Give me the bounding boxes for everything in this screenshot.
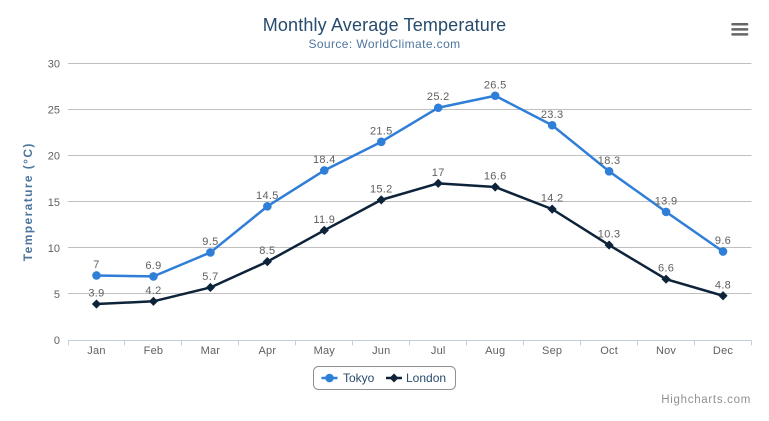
svg-text:9.5: 9.5 [202,236,218,248]
svg-text:18.3: 18.3 [598,155,621,167]
svg-text:Jul: Jul [431,345,446,357]
svg-text:Nov: Nov [656,345,676,357]
svg-text:5.7: 5.7 [202,271,218,283]
svg-text:23.3: 23.3 [541,109,564,121]
svg-text:25: 25 [48,105,60,117]
svg-text:18.4: 18.4 [313,154,336,166]
svg-text:15: 15 [48,197,60,209]
svg-text:11.9: 11.9 [313,214,335,226]
svg-text:20: 20 [48,151,60,163]
svg-text:Tokyo: Tokyo [343,371,375,385]
svg-text:17: 17 [432,167,445,179]
svg-text:13.9: 13.9 [655,195,678,207]
svg-text:Mar: Mar [201,345,221,357]
svg-text:Sep: Sep [542,345,562,357]
svg-text:Jan: Jan [87,345,105,357]
svg-text:London: London [406,371,446,385]
svg-text:25.2: 25.2 [427,91,450,103]
svg-text:16.6: 16.6 [484,171,507,183]
svg-text:Jun: Jun [372,345,390,357]
svg-text:10: 10 [48,243,60,255]
svg-text:Highcharts.com: Highcharts.com [661,394,751,406]
svg-text:14.5: 14.5 [256,190,279,202]
svg-text:Monthly Average Temperature: Monthly Average Temperature [263,15,507,35]
svg-text:7: 7 [93,259,99,271]
svg-text:Source: WorldClimate.com: Source: WorldClimate.com [308,37,460,51]
svg-text:4.8: 4.8 [715,279,731,291]
svg-text:14.2: 14.2 [541,193,564,205]
svg-text:Oct: Oct [600,345,618,357]
svg-text:Feb: Feb [144,345,164,357]
svg-text:3.9: 3.9 [88,288,104,300]
svg-text:26.5: 26.5 [484,79,507,91]
svg-text:30: 30 [48,59,60,71]
svg-text:9.6: 9.6 [715,235,731,247]
svg-text:6.6: 6.6 [658,263,674,275]
svg-text:8.5: 8.5 [259,245,275,257]
svg-text:15.2: 15.2 [370,183,393,195]
svg-text:21.5: 21.5 [370,125,393,137]
svg-text:Apr: Apr [258,345,276,357]
svg-text:6.9: 6.9 [145,260,161,272]
svg-text:Aug: Aug [485,345,505,357]
svg-text:Dec: Dec [713,345,733,357]
svg-text:0: 0 [54,335,60,347]
svg-text:4.2: 4.2 [145,285,161,297]
svg-text:10.3: 10.3 [598,229,621,241]
svg-text:5: 5 [54,289,60,301]
svg-text:May: May [314,345,336,357]
svg-text:Temperature (°C): Temperature (°C) [21,142,35,261]
